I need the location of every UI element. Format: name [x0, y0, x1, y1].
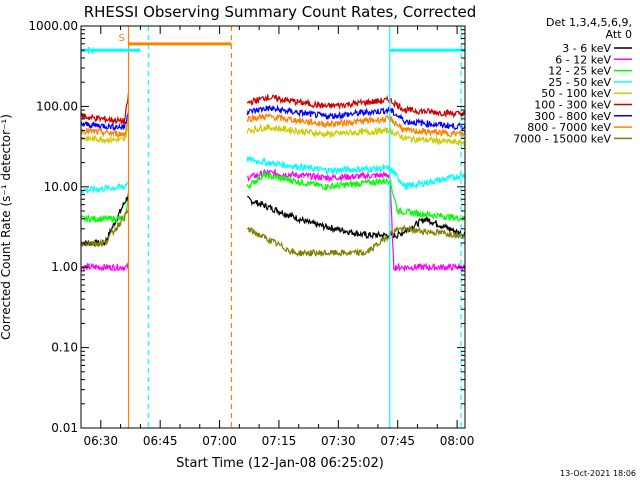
series-line-100-300-kev-seg2: [246, 94, 466, 119]
series-line-300-800-kev-seg2: [246, 104, 466, 132]
legend-label-300-800-kev: 300 - 800 keV: [534, 110, 611, 123]
legend-label-25-50-kev: 25 - 50 keV: [548, 76, 611, 89]
y-tick-label: 1000.00: [28, 19, 78, 33]
x-tick-label: 07:45: [380, 434, 415, 448]
plot-area: SN: [80, 26, 466, 428]
legend-label-7000-15000-kev: 7000 - 15000 keV: [513, 132, 611, 145]
series-line-800-7000-kev-seg2: [246, 111, 466, 139]
x-tick-label: 06:30: [83, 434, 118, 448]
x-tick-label: 08:00: [440, 434, 475, 448]
legend-label-100-300-kev: 100 - 300 keV: [534, 99, 611, 112]
series-line-6-12-kev-seg1: [80, 262, 130, 273]
y-tick-label: 10.00: [44, 180, 78, 194]
y-axis-label: Corrected Count Rate (s⁻¹ detector⁻¹): [0, 114, 13, 340]
series-line-25-50-kev-seg1: [80, 181, 129, 195]
series-line-100-300-kev-seg1: [80, 92, 130, 126]
x-tick-label: 07:00: [202, 434, 237, 448]
series-line-6-12-kev-seg2: [246, 168, 466, 273]
series-line-7000-15000-kev-seg1: [80, 208, 130, 248]
footer-timestamp: 13-Oct-2021 18:06: [560, 469, 636, 478]
y-tick-label: 100.00: [36, 99, 78, 113]
series-line-50-100-kev-seg2: [246, 123, 466, 148]
series-line-25-50-kev-seg2: [246, 156, 466, 190]
chart-title: RHESSI Observing Summary Count Rates, Co…: [84, 3, 477, 21]
plot-frame: [80, 25, 466, 429]
series-line-300-800-kev-seg1: [80, 111, 130, 132]
x-tick-label: 07:30: [321, 434, 356, 448]
legend-label-12-25-kev: 12 - 25 keV: [548, 65, 611, 78]
x-tick-label: 07:15: [262, 434, 297, 448]
flag-label-s: S: [119, 33, 125, 44]
legend-label-3-6-kev: 3 - 6 keV: [562, 42, 611, 55]
legend-header-line2: Att 0: [606, 28, 632, 41]
x-axis-label: Start Time (12-Jan-08 06:25:02): [176, 456, 384, 471]
y-tick-label: 0.01: [51, 421, 78, 435]
series-line-50-100-kev-seg1: [80, 121, 130, 145]
y-tick-label: 1.00: [51, 260, 78, 274]
x-tick-label: 06:45: [143, 434, 178, 448]
series-line-3-6-kev-seg2: [246, 195, 466, 240]
y-tick-label: 0.10: [51, 341, 78, 355]
legend-label-800-7000-kev: 800 - 7000 keV: [527, 121, 611, 134]
legend-label-6-12-kev: 6 - 12 keV: [555, 53, 611, 66]
series-line-7000-15000-kev-seg2: [246, 224, 466, 257]
legend-header-line1: Det 1,3,4,5,6,9,: [546, 16, 632, 29]
series-line-12-25-kev-seg2: [246, 171, 466, 222]
axes: 1000.00 100.00 10.00 1.00 0.10 0.01 06:30 06:45…: [28, 19, 474, 448]
legend-label-50-100-kev: 50 - 100 keV: [541, 87, 611, 100]
series-line-800-7000-kev-seg1: [80, 117, 130, 138]
flag-label-n: N: [87, 46, 94, 57]
